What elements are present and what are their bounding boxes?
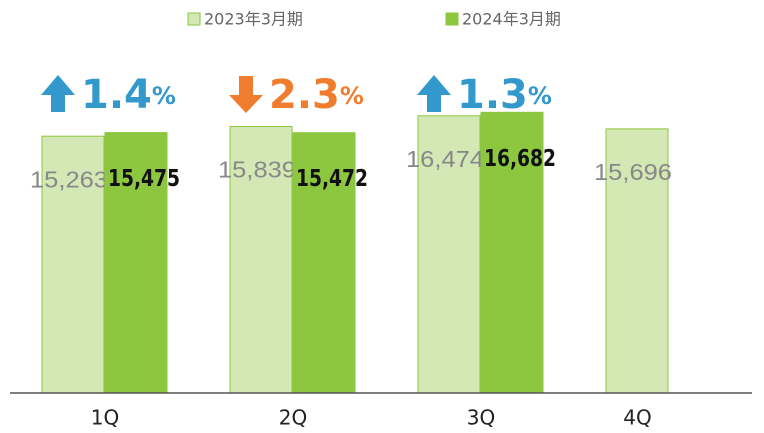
value-label: 15,263 (30, 166, 108, 192)
bar (480, 111, 544, 394)
x-tick-label: 1Q (91, 406, 119, 430)
bar (292, 132, 356, 394)
x-tick-label: 4Q (623, 406, 651, 430)
x-tick-label: 2Q (279, 406, 307, 430)
change-unit: % (340, 82, 364, 110)
change-value: 1.3 (457, 72, 528, 118)
bar (41, 135, 105, 394)
change-value: 1.4 (81, 72, 152, 118)
value-label: 15,475 (108, 166, 180, 192)
change-unit: % (528, 82, 552, 110)
legend-label: 2024年3月期 (462, 10, 561, 29)
value-label: 15,839 (218, 157, 296, 183)
value-label: 16,682 (484, 146, 556, 172)
change-label: 1.3% (457, 72, 552, 118)
change-unit: % (152, 82, 176, 110)
bar (229, 125, 293, 394)
change-label: 1.4% (81, 72, 176, 118)
x-tick-label: 3Q (467, 406, 495, 430)
legend-swatch (445, 12, 459, 26)
bar (417, 115, 481, 394)
change-arrow (229, 76, 263, 113)
legend-label: 2023年3月期 (204, 10, 303, 29)
value-label: 16,474 (406, 146, 484, 172)
legend-swatch (187, 12, 201, 26)
value-label: 15,696 (594, 159, 672, 185)
change-arrow (41, 75, 75, 112)
bar (104, 132, 168, 394)
value-label: 15,472 (296, 166, 368, 192)
change-label: 2.3% (269, 72, 364, 118)
change-value: 2.3 (269, 72, 340, 118)
change-arrow (417, 75, 451, 112)
